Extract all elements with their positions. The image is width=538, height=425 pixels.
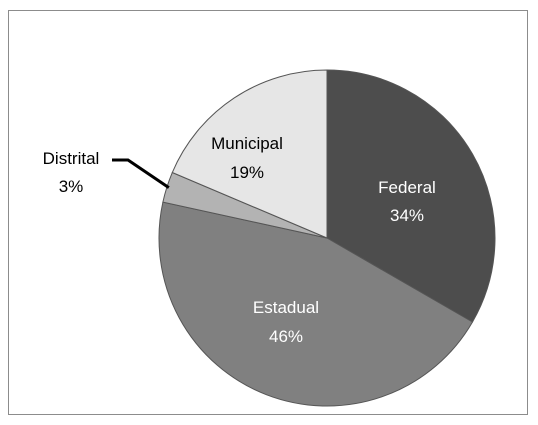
slice-value-municipal: 19% bbox=[230, 163, 264, 182]
slice-value-estadual: 46% bbox=[269, 327, 303, 346]
slice-label-estadual: Estadual bbox=[253, 298, 319, 317]
slice-value-federal: 34% bbox=[390, 206, 424, 225]
leader-lines bbox=[112, 158, 170, 189]
slice-labels: Federal 34% Estadual 46% Distrital 3% Mu… bbox=[43, 134, 436, 346]
slice-label-federal: Federal bbox=[378, 178, 436, 197]
pie-slices bbox=[158, 69, 496, 407]
pie-slice-municipal bbox=[171, 69, 328, 239]
pie-slice-estadual bbox=[158, 201, 474, 407]
slice-value-distrital: 3% bbox=[59, 177, 84, 196]
slice-label-distrital: Distrital bbox=[43, 149, 100, 168]
slice-label-municipal: Municipal bbox=[211, 134, 283, 153]
pie-slice-federal bbox=[326, 69, 496, 323]
leader-line-distrital bbox=[112, 158, 170, 189]
